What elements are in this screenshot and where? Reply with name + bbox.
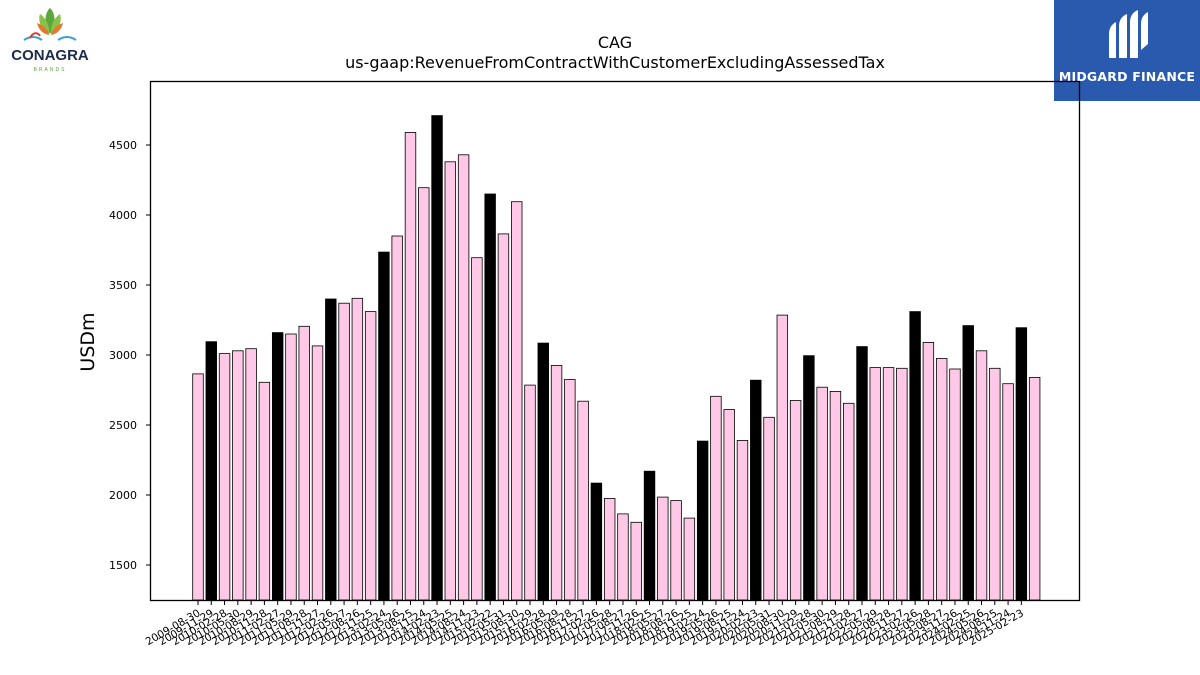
bar-2024-02-25 bbox=[962, 325, 974, 601]
bar-2019-02-24 bbox=[696, 440, 709, 601]
bar-2024-05-26 bbox=[975, 350, 988, 601]
bar-2016-05-29 bbox=[550, 365, 563, 601]
bar-2018-11-25 bbox=[683, 517, 696, 601]
bar-2021-11-28 bbox=[843, 402, 855, 601]
bar-2014-02-23 bbox=[431, 115, 443, 601]
bar-2011-02-27 bbox=[271, 332, 284, 601]
midgard-wordmark: MIDGARD FINANCE bbox=[1058, 69, 1196, 84]
bar-2018-08-26 bbox=[670, 500, 682, 601]
bar-2010-05-30 bbox=[232, 350, 244, 601]
bar-2023-08-27 bbox=[935, 358, 948, 601]
bar-2011-05-29 bbox=[285, 333, 297, 601]
bar-2021-08-29 bbox=[829, 390, 842, 601]
bar-2019-08-25 bbox=[723, 409, 735, 601]
conagra-subtitle: BRANDS bbox=[34, 67, 67, 73]
bar-2016-08-28 bbox=[564, 379, 576, 601]
bar-2013-08-25 bbox=[404, 131, 417, 601]
bar-2011-08-28 bbox=[298, 325, 310, 601]
y-tick-label: 4000 bbox=[109, 209, 137, 222]
conagra-brands-logo: CONAGRA BRANDS bbox=[0, 0, 100, 80]
y-tick-label: 2000 bbox=[109, 489, 137, 502]
bar-2011-11-27 bbox=[311, 345, 324, 601]
y-tick-label: 3000 bbox=[109, 349, 137, 362]
bar-2015-02-22 bbox=[484, 193, 496, 601]
bar-2010-02-28 bbox=[218, 353, 231, 601]
bar-2012-11-25 bbox=[364, 311, 377, 601]
y-tick-label: 1500 bbox=[109, 559, 137, 572]
bar-2014-11-23 bbox=[471, 257, 483, 601]
bar-2022-05-29 bbox=[869, 367, 881, 601]
bar-2015-08-30 bbox=[511, 201, 523, 601]
bar-2013-02-24 bbox=[378, 251, 390, 601]
chart-title: CAG bbox=[598, 33, 632, 52]
bar-2020-02-23 bbox=[750, 379, 762, 601]
bar-2015-11-29 bbox=[524, 384, 536, 601]
bar-2017-05-28 bbox=[603, 498, 616, 601]
bar-2012-08-26 bbox=[351, 297, 364, 601]
midgard-finance-logo: MIDGARD FINANCE bbox=[1054, 0, 1200, 101]
bar-2016-11-27 bbox=[577, 400, 589, 601]
bar-2012-02-26 bbox=[325, 298, 337, 601]
conagra-wordmark: CONAGRA bbox=[11, 47, 89, 64]
bar-2021-05-30 bbox=[816, 386, 828, 601]
bar-2022-08-28 bbox=[882, 367, 895, 601]
bar-2022-11-27 bbox=[896, 367, 908, 601]
bar-2013-05-26 bbox=[391, 235, 403, 601]
bar-2015-05-31 bbox=[497, 233, 510, 601]
chart-subtitle: us-gaap:RevenueFromContractWithCustomerE… bbox=[345, 53, 885, 72]
bar-2016-02-28 bbox=[537, 342, 549, 601]
bar-2020-08-30 bbox=[776, 314, 789, 601]
bar-2019-05-26 bbox=[710, 395, 722, 601]
y-tick-label: 4500 bbox=[109, 139, 137, 152]
conagra-leaf-icon: CONAGRA BRANDS bbox=[11, 8, 89, 73]
bar-2017-08-27 bbox=[617, 513, 629, 601]
bar-2023-11-26 bbox=[949, 368, 961, 601]
y-axis-ticks: 1500 2000 2500 3000 3500 4000 4500 bbox=[109, 139, 151, 572]
bar-2014-05-25 bbox=[444, 161, 457, 601]
bar-2025-02-23 bbox=[1015, 327, 1028, 601]
bar-2009-08-30 bbox=[192, 373, 204, 601]
bars-group bbox=[192, 115, 1041, 601]
bar-2017-02-26 bbox=[590, 482, 603, 601]
bar-2018-02-25 bbox=[643, 470, 656, 601]
bar-2009-11-29 bbox=[205, 341, 217, 601]
x-axis-ticks: 2009-08-302009-11-292010-02-282010-05-30… bbox=[144, 600, 1026, 648]
bar-2010-11-28 bbox=[258, 381, 271, 601]
plot-frame bbox=[149, 80, 1081, 602]
bar-2014-08-24 bbox=[457, 154, 470, 601]
y-tick-label: 3500 bbox=[109, 279, 137, 292]
bar-2024-08-25 bbox=[989, 367, 1001, 601]
bar-2023-02-26 bbox=[909, 311, 921, 601]
bar-2020-11-29 bbox=[789, 400, 802, 601]
y-tick-label: 2500 bbox=[109, 419, 137, 432]
bar-2012-05-27 bbox=[338, 302, 350, 601]
bar-2020-05-31 bbox=[763, 416, 775, 601]
bar-2013-11-24 bbox=[418, 187, 430, 601]
bar-2023-05-28 bbox=[922, 341, 935, 601]
bar-2019-11-24 bbox=[736, 439, 749, 601]
midgard-m-icon bbox=[1109, 10, 1148, 58]
bar-2024-11-24 bbox=[1002, 383, 1014, 601]
bar-2021-02-28 bbox=[803, 355, 815, 601]
bar-2018-05-27 bbox=[657, 496, 669, 601]
bar-2017-11-26 bbox=[630, 521, 642, 601]
y-axis-label: USDm bbox=[77, 312, 99, 371]
bar-2010-08-29 bbox=[245, 348, 257, 601]
bar-2022-02-27 bbox=[856, 346, 868, 601]
bar-2025-05-25 bbox=[1028, 376, 1041, 601]
